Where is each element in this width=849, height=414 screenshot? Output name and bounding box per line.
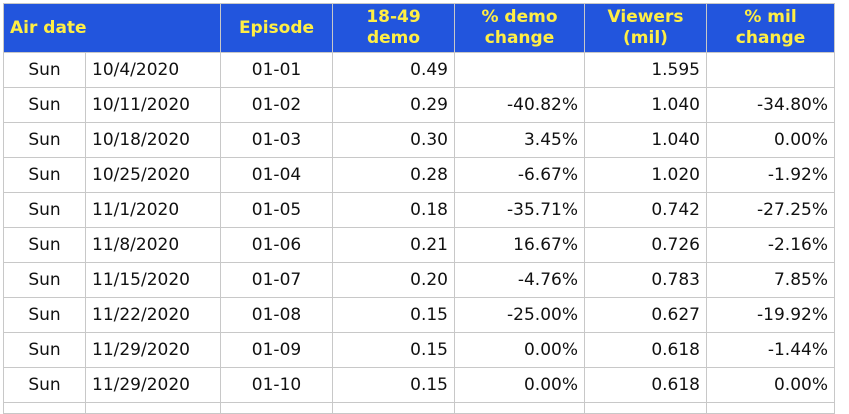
viewers-cell: 0.618 (584, 367, 707, 403)
day-cell: Sun (3, 122, 86, 158)
viewers-cell: 0.618 (584, 332, 707, 368)
demo-change-cell: 3.45% (454, 122, 585, 158)
mil-change-cell: 7.85% (706, 262, 835, 298)
day-cell: Sun (3, 87, 86, 123)
demo-cell: 0.15 (332, 332, 455, 368)
date-cell: 11/29/2020 (85, 367, 221, 403)
demo-change-cell: -40.82% (454, 87, 585, 123)
mil-change-cell (706, 52, 835, 88)
table-row: Sun 11/1/2020 01-05 0.18 -35.71% 0.742 -… (3, 192, 835, 228)
demo-change-cell: 0.00% (454, 332, 585, 368)
date-cell: 11/8/2020 (85, 227, 221, 263)
demo-cell: 0.15 (332, 367, 455, 403)
episode-cell: 01-05 (220, 192, 333, 228)
date-cell: 11/15/2020 (85, 262, 221, 298)
date-cell: 11/29/2020 (85, 332, 221, 368)
table-row: Sun 10/11/2020 01-02 0.29 -40.82% 1.040 … (3, 87, 835, 123)
demo-change-cell: -6.67% (454, 157, 585, 193)
episode-cell: 01-04 (220, 157, 333, 193)
date-cell (85, 402, 221, 414)
viewers-cell: 1.020 (584, 157, 707, 193)
demo-change-cell (454, 52, 585, 88)
viewers-cell: 0.783 (584, 262, 707, 298)
viewers-cell: 1.040 (584, 87, 707, 123)
day-cell: Sun (3, 332, 86, 368)
day-cell: Sun (3, 297, 86, 333)
episode-cell: 01-02 (220, 87, 333, 123)
header-row: Air date Episode 18-49 demo % demo change … (3, 3, 835, 53)
demo-cell: 0.28 (332, 157, 455, 193)
ratings-table: Air date Episode 18-49 demo % demo change … (3, 3, 835, 414)
table-row: Sun 10/18/2020 01-03 0.30 3.45% 1.040 0.… (3, 122, 835, 158)
mil-change-cell: -27.25% (706, 192, 835, 228)
day-cell: Sun (3, 157, 86, 193)
viewers-cell: 0.627 (584, 297, 707, 333)
header-demo[interactable]: 18-49 demo (332, 3, 455, 53)
table-row: Sun 11/15/2020 01-07 0.20 -4.76% 0.783 7… (3, 262, 835, 298)
mil-change-cell (706, 402, 835, 414)
viewers-cell: 1.040 (584, 122, 707, 158)
mil-change-cell: -1.92% (706, 157, 835, 193)
demo-cell: 0.15 (332, 297, 455, 333)
episode-cell: 01-09 (220, 332, 333, 368)
header-air-date[interactable]: Air date (3, 3, 221, 53)
demo-change-cell (454, 402, 585, 414)
mil-change-cell: -2.16% (706, 227, 835, 263)
day-cell: Sun (3, 52, 86, 88)
table-row: Sun 11/8/2020 01-06 0.21 16.67% 0.726 -2… (3, 227, 835, 263)
demo-cell: 0.18 (332, 192, 455, 228)
episode-cell: 01-03 (220, 122, 333, 158)
date-cell: 11/22/2020 (85, 297, 221, 333)
header-episode[interactable]: Episode (220, 3, 333, 53)
episode-cell (220, 402, 333, 414)
date-cell: 10/25/2020 (85, 157, 221, 193)
table-row: Sun 11/29/2020 01-10 0.15 0.00% 0.618 0.… (3, 367, 835, 403)
episode-cell: 01-06 (220, 227, 333, 263)
viewers-cell (584, 402, 707, 414)
day-cell: Sun (3, 262, 86, 298)
mil-change-cell: -1.44% (706, 332, 835, 368)
demo-cell: 0.30 (332, 122, 455, 158)
episode-cell: 01-10 (220, 367, 333, 403)
day-cell: Sun (3, 367, 86, 403)
demo-change-cell: -25.00% (454, 297, 585, 333)
header-viewers[interactable]: Viewers (mil) (584, 3, 707, 53)
viewers-cell: 0.742 (584, 192, 707, 228)
viewers-cell: 0.726 (584, 227, 707, 263)
table-row: Sun 11/29/2020 01-09 0.15 0.00% 0.618 -1… (3, 332, 835, 368)
viewers-cell: 1.595 (584, 52, 707, 88)
demo-cell: 0.29 (332, 87, 455, 123)
header-mil-change[interactable]: % mil change (706, 3, 835, 53)
episode-cell: 01-01 (220, 52, 333, 88)
day-cell: Sun (3, 192, 86, 228)
day-cell: Sun (3, 227, 86, 263)
table-row: Sun 10/4/2020 01-01 0.49 1.595 (3, 52, 835, 88)
demo-cell: 0.20 (332, 262, 455, 298)
table-body: Sun 10/4/2020 01-01 0.49 1.595 Sun 10/11… (3, 52, 835, 414)
demo-change-cell: -4.76% (454, 262, 585, 298)
demo-change-cell: 0.00% (454, 367, 585, 403)
mil-change-cell: 0.00% (706, 122, 835, 158)
demo-change-cell: -35.71% (454, 192, 585, 228)
demo-cell: 0.21 (332, 227, 455, 263)
demo-cell: 0.49 (332, 52, 455, 88)
day-cell (3, 402, 86, 414)
demo-change-cell: 16.67% (454, 227, 585, 263)
date-cell: 10/18/2020 (85, 122, 221, 158)
date-cell: 11/1/2020 (85, 192, 221, 228)
date-cell: 10/4/2020 (85, 52, 221, 88)
episode-cell: 01-07 (220, 262, 333, 298)
mil-change-cell: -34.80% (706, 87, 835, 123)
episode-cell: 01-08 (220, 297, 333, 333)
mil-change-cell: 0.00% (706, 367, 835, 403)
demo-cell (332, 402, 455, 414)
header-demo-change[interactable]: % demo change (454, 3, 585, 53)
table-row-partial (3, 402, 835, 414)
date-cell: 10/11/2020 (85, 87, 221, 123)
table-row: Sun 11/22/2020 01-08 0.15 -25.00% 0.627 … (3, 297, 835, 333)
table-row: Sun 10/25/2020 01-04 0.28 -6.67% 1.020 -… (3, 157, 835, 193)
mil-change-cell: -19.92% (706, 297, 835, 333)
